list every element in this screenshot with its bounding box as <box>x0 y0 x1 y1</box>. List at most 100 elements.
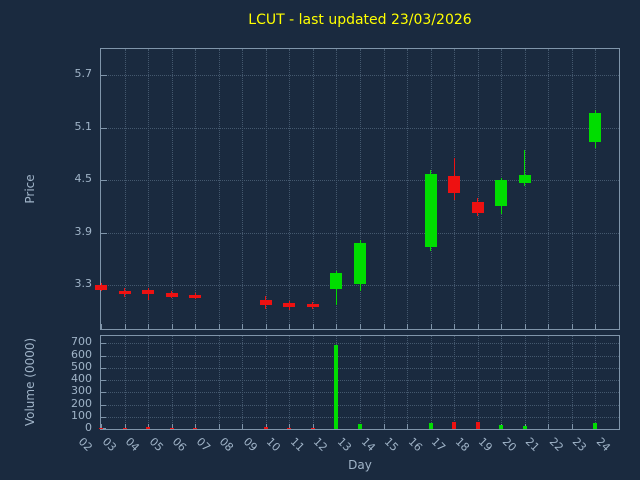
day-gridline <box>124 49 126 329</box>
volume-tick-mark <box>101 404 106 406</box>
day-tick-mark <box>619 324 620 329</box>
day-tick-mark <box>524 324 526 329</box>
day-gridline <box>124 336 126 429</box>
day-gridline <box>383 336 385 429</box>
day-gridline <box>383 49 385 329</box>
day-tick-mark <box>383 424 385 429</box>
day-tick-mark <box>218 324 220 329</box>
day-gridline <box>571 49 573 329</box>
day-tick-mark <box>571 424 573 429</box>
day-gridline <box>524 336 526 429</box>
price-tick-label: 4.5 <box>74 172 93 186</box>
day-tick-mark <box>501 324 503 329</box>
day-tick-mark <box>242 424 244 429</box>
day-tick-label: 11 <box>287 435 307 455</box>
price-tick-mark <box>101 75 107 77</box>
day-tick-label: 23 <box>570 435 590 455</box>
volume-tick-mark <box>101 380 106 382</box>
price-axis-label: Price <box>23 174 37 204</box>
day-gridline <box>171 336 173 429</box>
day-tick-label: 03 <box>99 435 119 455</box>
volume-bar <box>287 427 292 429</box>
day-tick-mark <box>289 324 291 329</box>
day-gridline <box>548 336 550 429</box>
day-tick-label: 13 <box>334 435 354 455</box>
day-gridline <box>501 336 503 429</box>
volume-bar <box>146 427 151 429</box>
volume-panel <box>99 335 620 430</box>
day-tick-mark <box>148 324 150 329</box>
day-gridline <box>454 336 456 429</box>
candle-body <box>495 180 508 206</box>
day-tick-mark <box>407 424 409 429</box>
day-tick-label: 16 <box>405 435 425 455</box>
day-gridline <box>595 49 597 329</box>
day-tick-mark <box>454 324 456 329</box>
day-tick-mark <box>195 424 197 429</box>
day-gridline <box>360 49 361 329</box>
chart-title: LCUT - last updated 23/03/2026 <box>248 12 472 28</box>
volume-bar <box>122 427 127 429</box>
day-tick-label: 14 <box>358 435 378 455</box>
day-tick-label: 08 <box>217 435 237 455</box>
candle-body <box>424 174 437 247</box>
volume-bar <box>99 427 103 429</box>
volume-bar <box>169 428 174 430</box>
day-tick-mark <box>336 324 338 329</box>
day-tick-label: 09 <box>240 435 260 455</box>
volume-bar <box>428 423 433 429</box>
candle-body <box>354 243 366 284</box>
volume-tick-mark <box>101 416 106 418</box>
day-gridline <box>148 49 150 329</box>
day-gridline <box>571 336 573 429</box>
day-tick-label: 04 <box>122 435 142 455</box>
candle-body <box>589 112 602 142</box>
candle-body <box>306 303 319 308</box>
volume-tick-mark <box>101 367 106 369</box>
day-tick-mark <box>312 424 314 429</box>
candle-body <box>165 293 178 297</box>
day-gridline <box>195 336 197 429</box>
day-gridline <box>336 49 338 329</box>
volume-bar <box>193 428 198 430</box>
volume-bar <box>358 424 362 429</box>
day-tick-mark <box>289 424 291 429</box>
day-tick-mark <box>124 424 126 429</box>
candle-body <box>142 289 155 294</box>
day-tick-label: 07 <box>193 435 213 455</box>
day-tick-label: 19 <box>476 435 496 455</box>
candle-body <box>283 302 296 308</box>
day-tick-label: 22 <box>546 435 566 455</box>
day-tick-mark <box>265 324 267 329</box>
day-gridline <box>195 49 197 329</box>
candle-body <box>189 294 202 298</box>
volume-bar <box>334 344 339 429</box>
candle-body <box>95 285 107 290</box>
candle-body <box>330 273 343 289</box>
price-tick-label: 3.3 <box>74 277 93 291</box>
day-tick-label: 20 <box>499 435 519 455</box>
volume-tick-mark <box>101 392 106 394</box>
candle-body <box>118 290 131 294</box>
day-tick-mark <box>124 324 126 329</box>
price-tick-mark <box>101 127 107 129</box>
price-tick-mark <box>101 180 107 182</box>
volume-bar <box>310 427 315 429</box>
volume-tick-label: 500 <box>71 359 92 373</box>
volume-bar <box>522 425 527 429</box>
volume-tick-label: 400 <box>71 372 92 386</box>
volume-tick-mark <box>101 355 106 357</box>
day-tick-mark <box>242 324 244 329</box>
x-axis-label: Day <box>348 458 372 472</box>
day-tick-mark <box>571 324 573 329</box>
day-tick-label: 02 <box>75 435 95 455</box>
day-gridline <box>312 49 314 329</box>
price-tick-label: 5.1 <box>74 119 93 133</box>
price-tick-label: 3.9 <box>74 224 93 238</box>
price-tick-mark <box>101 232 107 234</box>
day-gridline <box>218 49 220 329</box>
day-gridline <box>265 336 267 429</box>
day-tick-mark <box>595 324 597 329</box>
day-gridline <box>430 336 432 429</box>
